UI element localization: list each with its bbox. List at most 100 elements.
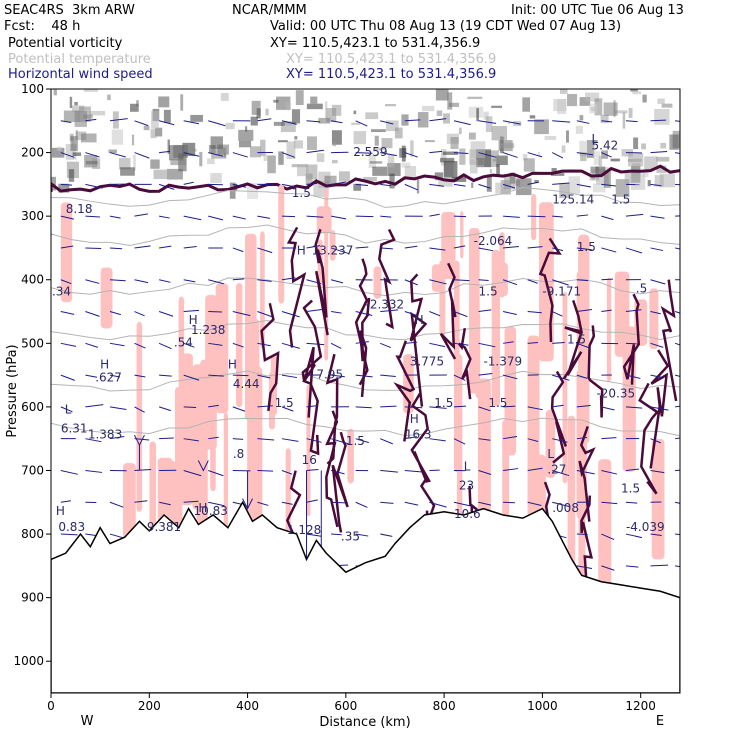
stratosphere-cell: [644, 156, 658, 170]
wind-vector: [527, 438, 539, 442]
wind-vector: [232, 278, 245, 281]
wind-vector: [576, 120, 590, 124]
stratosphere-cell: [496, 155, 508, 166]
stratosphere-cell: [401, 114, 409, 126]
stratosphere-cell: [251, 100, 261, 115]
wind-vector: [109, 436, 125, 440]
wind-vector: [159, 150, 171, 154]
wind-vector: [478, 279, 489, 281]
stratosphere-cell: [369, 161, 383, 164]
wind-vector: [281, 374, 298, 379]
stratosphere-cell: [522, 97, 531, 112]
wind-vector: [380, 247, 393, 250]
wind-vector: [380, 438, 393, 445]
wind-vector: [257, 342, 271, 347]
wind-vector: [85, 183, 103, 189]
stratosphere-cell: [56, 146, 62, 151]
stratosphere-cell: [307, 136, 317, 150]
stratosphere-cell: [131, 134, 135, 146]
wind-vector: [232, 247, 244, 253]
wind-vector: [134, 213, 148, 217]
stratosphere-cell: [71, 105, 85, 112]
x-tick-label: 600: [334, 699, 357, 713]
wind-vector: [503, 341, 514, 344]
pv-fill-patch: [562, 292, 568, 484]
stratosphere-cell: [633, 137, 639, 150]
stratosphere-cell: [250, 116, 258, 126]
stratosphere-cell: [210, 136, 223, 149]
stratosphere-cell: [476, 108, 479, 122]
stratosphere-cell: [579, 97, 591, 106]
stratosphere-cell: [436, 110, 443, 117]
stratosphere-cell: [568, 176, 581, 194]
wind-vector: [576, 436, 588, 440]
wind-vector: [306, 245, 321, 249]
wind-vector: [109, 374, 121, 378]
wind-vector: [453, 501, 471, 507]
wind-vector: [625, 213, 644, 217]
contour-value-label: 9.381: [147, 520, 181, 534]
stratosphere-cell: [424, 140, 435, 143]
wind-vector: [601, 247, 617, 253]
stratosphere-cell: [331, 104, 342, 116]
wind-vector: [675, 469, 680, 471]
stratosphere-cell: [51, 147, 65, 158]
wind-vector: [208, 470, 224, 477]
stratosphere-cell: [401, 162, 411, 168]
stratosphere-cell: [136, 100, 139, 107]
wind-vector: [576, 342, 591, 349]
stratosphere-cell: [458, 127, 462, 135]
contour-value-label: .008: [552, 501, 579, 515]
pv-fill-patch: [527, 335, 540, 538]
stratosphere-cell: [133, 154, 136, 171]
pv-contour-line: [409, 273, 428, 407]
contour-value-label: 1.5: [577, 240, 596, 254]
stratosphere-cell: [404, 165, 417, 180]
wind-vector: [380, 152, 397, 157]
wind-vector: [429, 342, 446, 348]
wind-vector: [60, 152, 75, 158]
wind-vector: [232, 183, 247, 188]
contour-value-label: -1.379: [483, 355, 522, 369]
stratosphere-cell: [459, 148, 466, 165]
stratosphere-cell: [439, 157, 455, 163]
wind-vector: [552, 120, 571, 123]
wind-vector: [355, 533, 369, 537]
stratosphere-cell: [401, 145, 406, 162]
wind-vector: [552, 374, 570, 381]
contour-value-label: 1.238: [191, 323, 225, 337]
wind-vector: [429, 213, 440, 217]
stratosphere-cell: [630, 89, 638, 92]
stratosphere-cell: [72, 152, 82, 156]
wind-vector: [306, 120, 321, 123]
stratosphere-cell: [627, 158, 642, 162]
stratosphere-cell: [435, 89, 449, 101]
contour-value-label: L: [547, 447, 554, 461]
stratosphere-cell: [286, 141, 296, 160]
stratosphere-cell: [468, 132, 476, 140]
stratosphere-cell: [318, 117, 331, 124]
y-tick-label: 300: [21, 209, 44, 223]
wind-vector: [281, 152, 296, 158]
wind-vector: [601, 437, 617, 440]
stratosphere-cell: [566, 130, 569, 143]
wind-vector: [601, 469, 617, 475]
wind-vector: [478, 309, 492, 313]
contour-value-label: H: [228, 358, 237, 372]
pv-fill-patch: [245, 233, 257, 421]
wind-vector: [306, 499, 318, 503]
wind-vector: [355, 311, 373, 316]
contour-value-label: 1.5: [292, 186, 311, 200]
pv-fill-patch: [475, 312, 481, 399]
wind-vector: [232, 311, 251, 317]
wind-vector: [85, 279, 100, 284]
wind-vector: [429, 438, 446, 442]
wind-vector: [183, 245, 197, 249]
contour-value-label: H: [297, 243, 306, 257]
pv-contour-line: [587, 325, 604, 418]
stratosphere-cell: [338, 171, 350, 182]
stratosphere-cell: [584, 92, 600, 102]
wind-vector: [109, 406, 127, 410]
wind-vector: [355, 501, 368, 508]
contour-value-label: 1.5: [567, 332, 586, 346]
